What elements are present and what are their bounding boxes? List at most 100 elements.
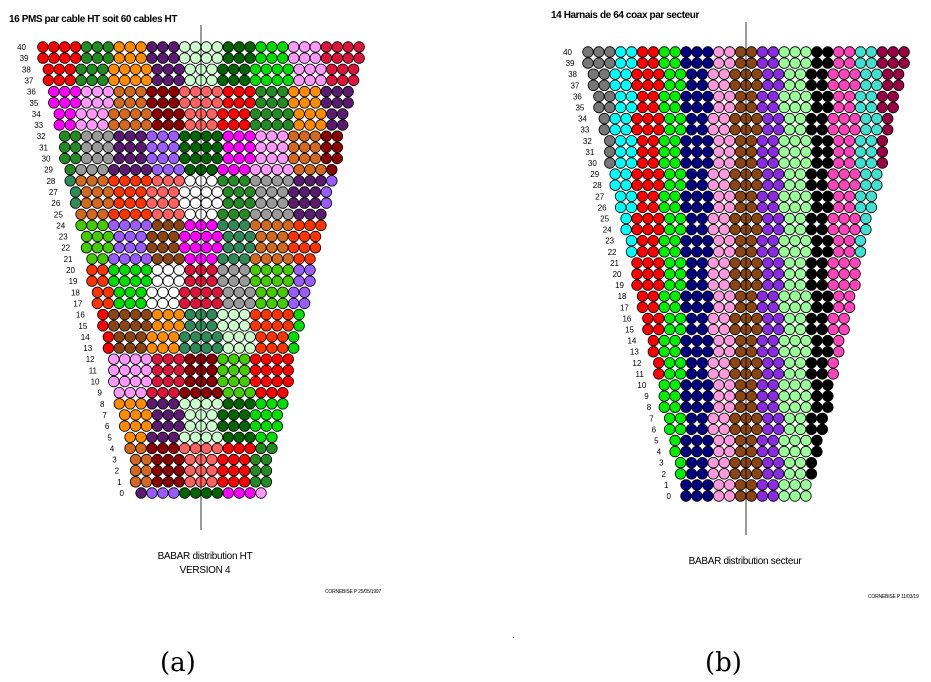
panel-b-coax-dot bbox=[854, 46, 867, 58]
panel-b-coax-dot bbox=[816, 423, 829, 436]
panel-b-coax-dot bbox=[854, 234, 867, 247]
panel-b-coax-dot bbox=[723, 246, 736, 258]
panel-b-coax-dot bbox=[674, 357, 687, 369]
panel-b-coax-dot bbox=[642, 323, 654, 336]
panel-b-coax-dot bbox=[713, 401, 725, 413]
panel-b-coax-dot bbox=[794, 279, 807, 291]
panel-b-coax-dot bbox=[827, 68, 839, 80]
panel-b-coax-dot bbox=[860, 112, 872, 125]
panel-b-coax-dot bbox=[832, 146, 845, 158]
panel-b-coax-dot bbox=[724, 101, 736, 114]
panel-b-coax-dot bbox=[734, 101, 747, 114]
panel-b-coax-dot bbox=[756, 390, 769, 402]
panel-b-coax-dot bbox=[658, 346, 671, 358]
panel-b-coax-dot bbox=[778, 146, 790, 158]
panel-b-coax-dot bbox=[860, 223, 872, 236]
panel-b-coax-dot bbox=[849, 257, 861, 269]
panel-b-coax-dot bbox=[723, 479, 736, 491]
panel-b-coax-dot bbox=[794, 468, 807, 480]
panel-b-coax-dot bbox=[756, 46, 769, 58]
panel-b-coax-dot bbox=[751, 457, 763, 469]
panel-b-coax-dot bbox=[783, 223, 796, 236]
panel-b-coax-dot bbox=[669, 146, 681, 158]
panel-b-coax-dot bbox=[685, 457, 698, 469]
panel-a-channel-dot bbox=[309, 230, 322, 243]
panel-b-coax-dot bbox=[783, 457, 796, 469]
panel-b-coax-dot bbox=[816, 79, 829, 92]
panel-b-coax-dot bbox=[816, 123, 829, 136]
panel-b-coax-dot bbox=[773, 279, 785, 291]
panel-b-coax-dot bbox=[882, 112, 894, 125]
panel-b-coax-dot bbox=[653, 79, 665, 92]
panel-b-coax-dot bbox=[702, 234, 714, 247]
panel-a-row-label: 17 bbox=[73, 299, 82, 308]
panel-a-channel-dot bbox=[337, 108, 349, 120]
panel-a-row-label: 22 bbox=[61, 244, 70, 253]
panel-b-coax-dot bbox=[843, 157, 856, 169]
panel-b-coax-dot bbox=[669, 201, 681, 214]
panel-b-coax-dot bbox=[642, 268, 654, 280]
panel-b-coax-dot bbox=[674, 257, 687, 269]
panel-b-coax-dot bbox=[685, 357, 698, 369]
panel-b-coax-dot bbox=[849, 68, 861, 80]
panel-a-row-label: 40 bbox=[17, 43, 26, 52]
panel-a-row-label: 34 bbox=[32, 110, 41, 119]
panel-b-coax-dot bbox=[745, 301, 758, 314]
panel-b-coax-dot bbox=[762, 323, 774, 336]
panel-b-coax-dot bbox=[713, 334, 725, 347]
panel-a-row-label: 5 bbox=[107, 433, 112, 442]
panel-b-coax-dot bbox=[702, 135, 714, 147]
panel-b-coax-dot bbox=[794, 457, 807, 469]
panel-b-coax-dot bbox=[664, 79, 676, 92]
panel-b-coax-dot bbox=[800, 234, 812, 247]
panel-a-row-label: 12 bbox=[86, 355, 95, 364]
panel-b-coax-dot bbox=[811, 90, 823, 103]
panel-b-coax-dot bbox=[723, 445, 736, 458]
panel-b-coax-dot bbox=[723, 490, 736, 502]
panel-b-coax-dot bbox=[838, 123, 850, 136]
panel-b-coax-dot bbox=[871, 112, 883, 125]
panel-a-channel-dot bbox=[288, 342, 300, 354]
panel-b-coax-dot bbox=[696, 279, 709, 291]
panel-b-row-label: 0 bbox=[667, 492, 672, 501]
panel-a-row-label: 26 bbox=[51, 199, 60, 208]
panel-b-coax-dot bbox=[734, 135, 747, 147]
panel-b-coax-dot bbox=[762, 168, 774, 180]
panel-b-coax-dot bbox=[718, 212, 730, 225]
panel-b-coax-dot bbox=[876, 157, 889, 169]
panel-b-coax-dot bbox=[734, 346, 747, 358]
panel-b-coax-dot bbox=[647, 246, 660, 258]
panel-b-coax-dot bbox=[762, 79, 774, 92]
panel-b-coax-dot bbox=[800, 201, 812, 214]
panel-b-coax-dot bbox=[751, 212, 763, 225]
panel-b-coax-dot bbox=[702, 390, 714, 402]
panel-b-coax-dot bbox=[713, 157, 725, 169]
panel-b-coax-dot bbox=[805, 312, 818, 325]
panel-b-coax-dot bbox=[876, 101, 889, 114]
panel-b-coax-dot bbox=[636, 290, 649, 302]
panel-b-coax-dot bbox=[827, 323, 839, 336]
panel-b-coax-dot bbox=[816, 212, 829, 225]
panel-b-coax-dot bbox=[767, 46, 780, 58]
panel-b-coax-dot bbox=[647, 57, 660, 69]
panel-b-coax-dot bbox=[762, 457, 774, 469]
panel-b-coax-dot bbox=[669, 290, 681, 302]
panel-b-coax-dot bbox=[794, 223, 807, 236]
panel-b-row-label: 3 bbox=[659, 459, 664, 468]
panel-b-coax-dot bbox=[898, 46, 910, 58]
panel-b-coax-dot bbox=[751, 368, 763, 380]
panel-b-coax-dot bbox=[625, 157, 638, 169]
panel-b-coax-dot bbox=[773, 357, 785, 369]
panel-b-coax-dot bbox=[751, 179, 763, 191]
panel-b-row-label: 24 bbox=[603, 226, 612, 235]
panel-b-coax-dot bbox=[811, 434, 823, 447]
panel-b-coax-dot bbox=[838, 312, 850, 325]
panel-b-coax-dot bbox=[783, 312, 796, 325]
panel-b-coax-dot bbox=[674, 179, 687, 191]
panel-b-coax-dot bbox=[756, 334, 769, 347]
panel-b-coax-dot bbox=[783, 357, 796, 369]
panel-a-channel-dot bbox=[255, 342, 267, 354]
panel-b-coax-dot bbox=[822, 301, 834, 314]
panel-b-coax-dot bbox=[827, 268, 839, 280]
